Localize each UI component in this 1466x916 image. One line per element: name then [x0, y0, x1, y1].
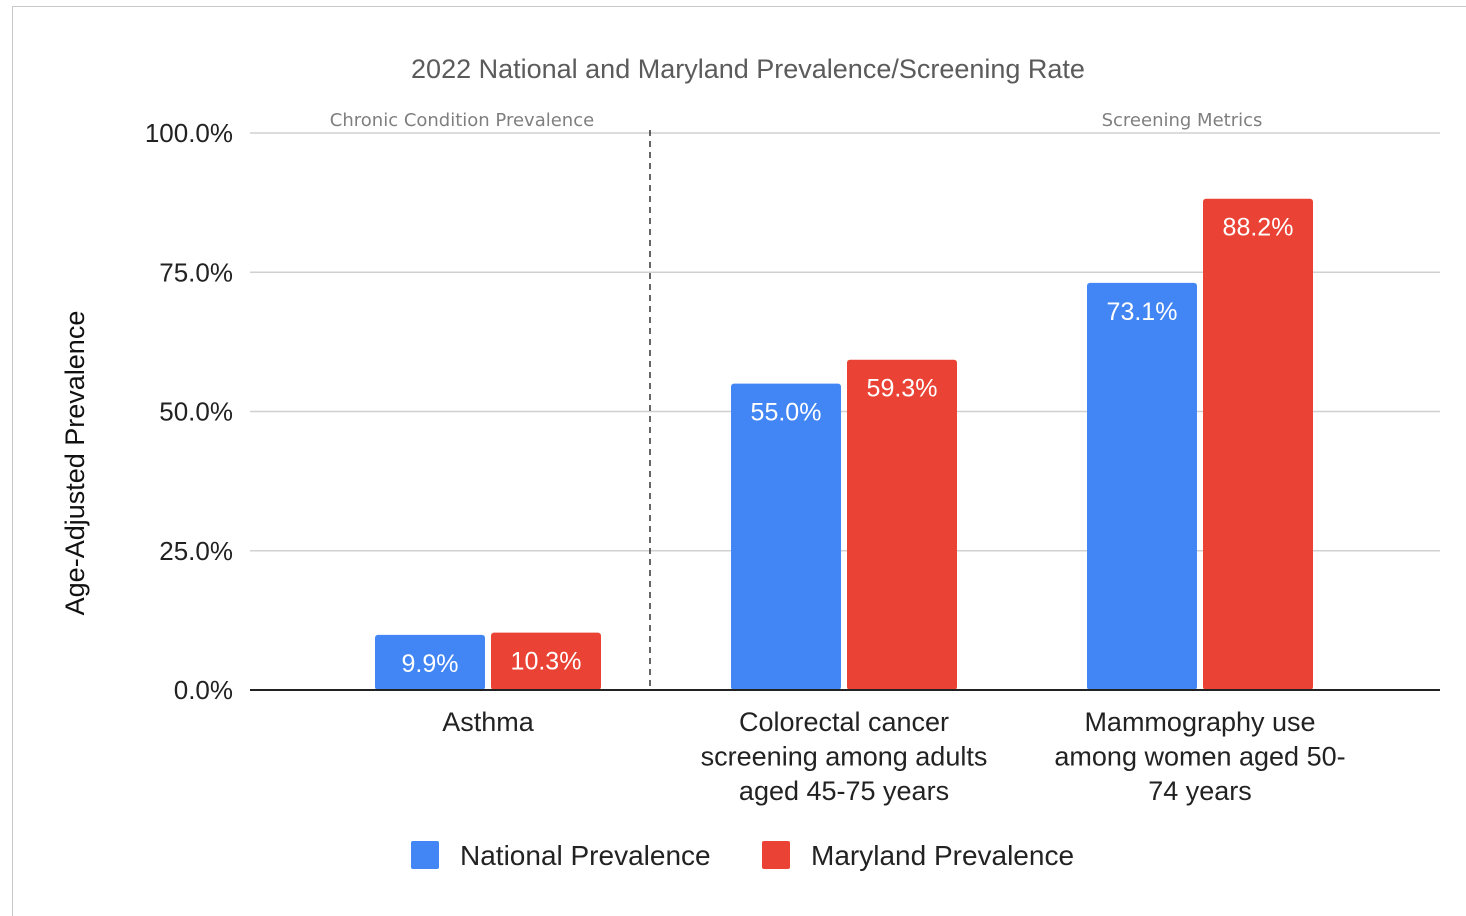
- bar-data-label: 88.2%: [1223, 214, 1294, 242]
- y-axis-label: Age-Adjusted Prevalence: [60, 311, 90, 616]
- y-tick-label: 100.0%: [145, 118, 233, 148]
- legend: National Prevalence Maryland Prevalence: [411, 840, 1074, 871]
- x-category-label-line: 74 years: [1148, 776, 1252, 806]
- x-axis-categories: Asthma Colorectal cancer screening among a…: [442, 707, 1345, 806]
- x-category-label-line: aged 45-75 years: [739, 776, 949, 806]
- y-tick-label: 50.0%: [159, 397, 233, 427]
- section-label-chronic: Chronic Condition Prevalence: [330, 110, 594, 131]
- x-category-label-line: Colorectal cancer: [739, 707, 949, 737]
- bars: [375, 198, 1313, 690]
- legend-label: National Prevalence: [460, 840, 711, 871]
- bar-maryland: [1203, 198, 1313, 690]
- bar-data-labels: 9.9% 10.3% 55.0% 59.3% 73.1% 88.2%: [402, 214, 1294, 678]
- x-category-label-line: screening among adults: [701, 742, 988, 772]
- y-axis-ticks: 0.0% 25.0% 50.0% 75.0% 100.0%: [145, 118, 233, 705]
- x-category-label: Mammography use among women aged 50- 74 ye…: [1054, 707, 1345, 806]
- chart-title: 2022 National and Maryland Prevalence/Sc…: [411, 54, 1085, 84]
- bar-national: [375, 634, 485, 690]
- bar-national: [1087, 282, 1197, 690]
- y-tick-label: 25.0%: [159, 536, 233, 566]
- y-tick-label: 0.0%: [174, 675, 233, 705]
- y-tick-label: 75.0%: [159, 257, 233, 287]
- bar-maryland: [847, 359, 957, 690]
- bar-data-label: 10.3%: [511, 648, 582, 676]
- x-category-label-line: among women aged 50-: [1054, 742, 1345, 772]
- legend-swatch: [411, 841, 439, 869]
- legend-swatch: [762, 841, 790, 869]
- bar-data-label: 9.9%: [402, 650, 459, 678]
- chart-frame: [12, 6, 1466, 916]
- bar-national: [731, 383, 841, 690]
- section-label-screening: Screening Metrics: [1102, 110, 1263, 131]
- x-category-label-line: Mammography use: [1084, 707, 1315, 737]
- bar-data-label: 59.3%: [867, 375, 938, 403]
- x-category-label-line: Asthma: [442, 707, 535, 737]
- legend-label: Maryland Prevalence: [811, 840, 1074, 871]
- bar-data-label: 73.1%: [1107, 298, 1178, 326]
- bar-maryland: [491, 632, 601, 690]
- x-category-label: Asthma: [442, 707, 535, 737]
- bar-data-label: 55.0%: [751, 399, 822, 427]
- x-category-label: Colorectal cancer screening among adults a…: [701, 707, 988, 806]
